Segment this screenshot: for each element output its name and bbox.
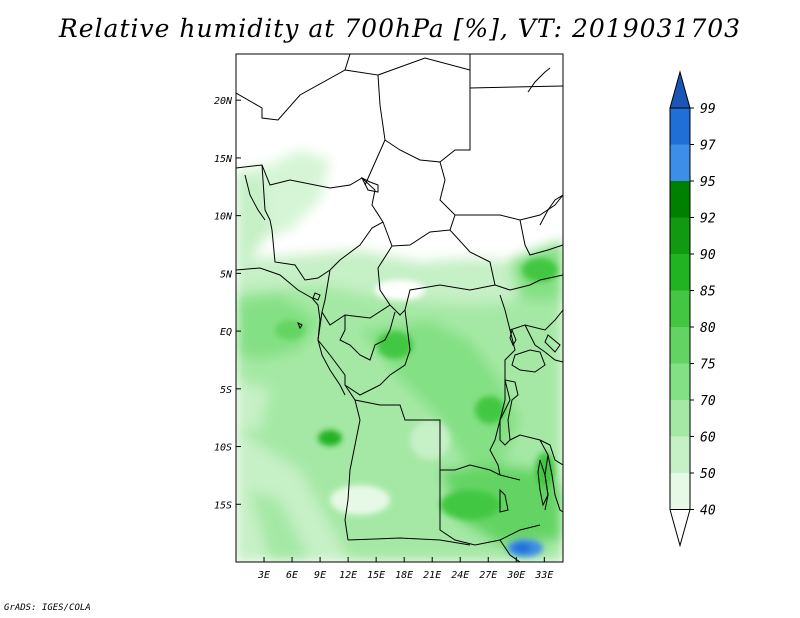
colorbar-label: 70 [700,394,716,409]
colorbar-segment [670,436,690,473]
chart-title: Relative humidity at 700hPa [%], VT: 201… [58,14,742,43]
lat-tick-label: 5N [220,269,233,280]
lon-tick-label: 6E [286,570,298,581]
lon-tick-label: 15E [367,570,385,581]
lat-tick-label: 5S [220,385,232,396]
colorbar-label: 92 [700,212,716,227]
colorbar-upper-triangle [669,70,691,109]
lon-tick-label: 9E [314,570,326,581]
colorbar-label: 50 [700,467,716,482]
colorbar-segment [670,400,690,437]
colorbar-label: 85 [700,285,716,300]
colorbar-segment [670,144,690,181]
colorbar-segment [670,181,690,218]
colorbar-label: 60 [700,431,716,446]
lat-tick-label: 20N [214,96,233,107]
colorbar-segment [670,254,690,291]
credit-text: GrADS: IGES/COLA [4,603,91,613]
lat-tick-label: 10N [214,212,233,223]
lon-tick-label: 18E [395,570,413,581]
lon-tick-label: 33E [534,570,553,581]
humidity-field [236,54,563,562]
colorbar-lower-triangle [669,509,691,548]
lon-tick-label: 24E [451,570,469,581]
colorbar-label: 40 [700,504,716,519]
colorbar-segment [670,473,690,510]
latitude-axis: 20N 15N 10N 5N EQ 5S 10S 15S [214,96,241,511]
colorbar-label: 97 [700,139,716,154]
lon-tick-label: 21E [423,570,441,581]
lon-tick-label: 12E [339,570,357,581]
colorbar-label: 90 [700,248,716,263]
map-frame [235,53,564,563]
colorbar-segment [670,327,690,364]
colorbar: 40 50 60 70 75 80 85 90 92 95 97 99 [669,70,716,548]
lon-tick-label: 3E [257,570,270,581]
colorbar-segment [670,108,690,145]
colorbar-segment [670,363,690,400]
colorbar-frame [669,107,691,510]
lat-tick-label: 10S [214,443,232,454]
colorbar-label: 99 [700,102,716,117]
colorbar-label: 80 [700,321,716,336]
country-borders [236,54,563,562]
longitude-axis: 3E 6E 9E 12E 15E 18E 21E 24E 27E 30E 33E [257,557,553,581]
lon-tick-label: 30E [506,570,525,581]
colorbar-segment [670,290,690,327]
lat-tick-label: 15S [214,500,232,511]
lon-tick-label: 27E [479,570,497,581]
lat-tick-label: 15N [214,154,233,165]
colorbar-label: 75 [700,358,716,373]
colorbar-label: 95 [700,175,716,190]
colorbar-segment [670,217,690,254]
lat-tick-label: EQ [220,327,232,338]
